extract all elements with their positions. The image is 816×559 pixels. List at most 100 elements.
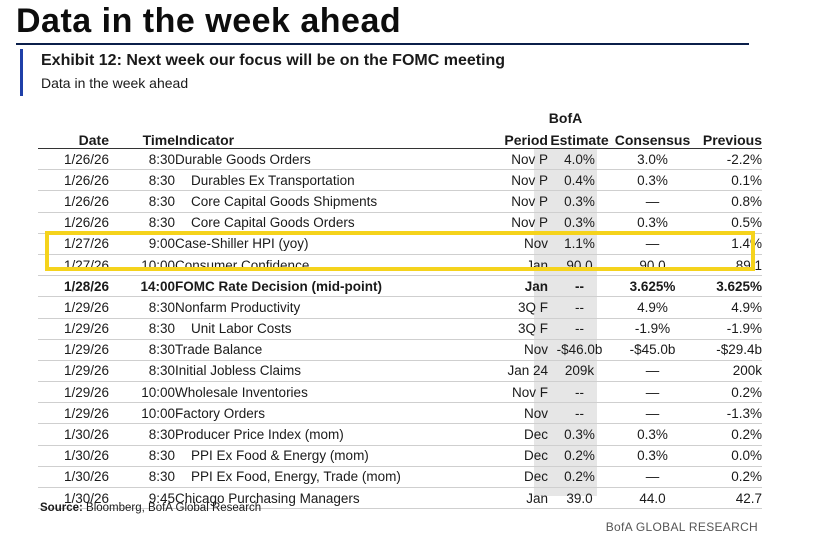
cell-time: 8:30 [109, 339, 175, 361]
table-row: 1/30/26 8:30 PPI Ex Food, Energy, Trade (m… [38, 466, 762, 489]
cell-previous: 0.2% [694, 423, 762, 446]
table-row: 1/30/26 8:30 Producer Price Index (mom) Dec… [38, 423, 762, 446]
cell-time: 8:30 [109, 169, 175, 192]
cell-period: Nov P [438, 190, 548, 213]
cell-period: Nov P [438, 169, 548, 192]
cell-date: 1/29/26 [38, 402, 109, 425]
cell-time: 8:30 [109, 423, 175, 446]
cell-estimate: 4.0% [548, 148, 611, 171]
cell-estimate: 0.3% [548, 212, 611, 234]
source-text: Bloomberg, BofA Global Research [82, 502, 262, 514]
cell-previous: -$29.4b [694, 339, 762, 361]
table-body: 1/26/26 8:30 Durable Goods Orders Nov P 4.0%… [38, 148, 762, 510]
indicator-label: Core Capital Goods Orders [191, 215, 355, 231]
table-row: 1/29/26 8:30 Initial Jobless Claims Jan 24 2… [38, 360, 762, 383]
cell-consensus: 0.3% [611, 445, 694, 467]
cell-date: 1/26/26 [38, 190, 109, 213]
exhibit-subtitle: Data in the week ahead [41, 75, 189, 91]
header-estimate: Estimate [548, 129, 611, 149]
header-previous: Previous [694, 129, 762, 149]
cell-previous: 0.2% [694, 381, 762, 404]
cell-estimate: -- [548, 318, 611, 340]
cell-consensus: 0.3% [611, 169, 694, 192]
cell-estimate: 0.3% [548, 423, 611, 446]
cell-period: 3Q F [438, 296, 548, 319]
table-row: 1/30/26 8:30 PPI Ex Food & Energy (mom) Dec… [38, 445, 762, 467]
table-row: 1/29/26 8:30 Trade Balance Nov -$46.0b -$45.0… [38, 339, 762, 361]
cell-indicator: PPI Ex Food & Energy (mom) [175, 445, 438, 467]
cell-consensus: — [611, 402, 694, 425]
cell-consensus: 0.3% [611, 423, 694, 446]
cell-estimate: 0.2% [548, 445, 611, 467]
cell-estimate: -- [548, 402, 611, 425]
table-row: 1/27/26 9:00 Case-Shiller HPI (yoy) Nov 1.1%… [38, 233, 762, 255]
table-row: 1/28/26 14:00 FOMC Rate Decision (mid-poin… [38, 275, 762, 298]
cell-time: 8:30 [109, 212, 175, 234]
cell-previous: -1.9% [694, 318, 762, 340]
cell-period: Nov [438, 339, 548, 361]
cell-date: 1/29/26 [38, 296, 109, 319]
table-row: 1/26/26 8:30 Durable Goods Orders Nov P 4.0%… [38, 148, 762, 171]
cell-indicator: FOMC Rate Decision (mid-point) [175, 275, 438, 298]
cell-date: 1/30/26 [38, 487, 109, 510]
cell-previous: 0.8% [694, 190, 762, 213]
cell-indicator: Factory Orders [175, 402, 438, 425]
cell-consensus: -1.9% [611, 318, 694, 340]
indicator-label: Durables Ex Transportation [191, 172, 355, 188]
table-row: 1/26/26 8:30 Core Capital Goods Orders Nov … [38, 212, 762, 234]
indicator-label: Unit Labor Costs [191, 321, 292, 337]
economic-calendar-table: Date Time Indicator Period Estimate Cons… [38, 129, 762, 510]
title-rule [16, 43, 749, 45]
cell-consensus: 3.0% [611, 148, 694, 171]
cell-time: 8:30 [109, 445, 175, 467]
cell-time: 8:30 [109, 466, 175, 489]
header-time: Time [109, 129, 175, 149]
cell-previous: -1.3% [694, 402, 762, 425]
cell-consensus: — [611, 381, 694, 404]
cell-period: Nov [438, 402, 548, 425]
cell-period: Nov [438, 233, 548, 255]
cell-estimate: 39.0 [548, 487, 611, 510]
cell-consensus: — [611, 360, 694, 383]
table-row: 1/26/26 8:30 Core Capital Goods Shipments N… [38, 190, 762, 213]
cell-time: 10:00 [109, 381, 175, 404]
cell-estimate: 1.1% [548, 233, 611, 255]
cell-time: 8:30 [109, 318, 175, 340]
brand-footer: BofA GLOBAL RESEARCH [605, 520, 758, 534]
cell-previous: 0.5% [694, 212, 762, 234]
cell-indicator: Trade Balance [175, 339, 438, 361]
source-note: Source: Bloomberg, BofA Global Research [40, 502, 261, 514]
cell-time: 14:00 [109, 275, 175, 298]
cell-period: Jan [438, 275, 548, 298]
header-date: Date [38, 129, 109, 149]
cell-date: 1/27/26 [38, 233, 109, 255]
page-title: Data in the week ahead [16, 2, 402, 40]
cell-period: Dec [438, 445, 548, 467]
table-row: 1/29/26 10:00 Wholesale Inventories Nov F --… [38, 381, 762, 404]
table-row: 1/29/26 8:30 Nonfarm Productivity 3Q F -- 4.9… [38, 296, 762, 319]
cell-time: 9:00 [109, 233, 175, 255]
cell-indicator: Case-Shiller HPI (yoy) [175, 233, 438, 255]
cell-indicator: Producer Price Index (mom) [175, 423, 438, 446]
cell-estimate: -- [548, 381, 611, 404]
cell-consensus: 4.9% [611, 296, 694, 319]
cell-indicator: Wholesale Inventories [175, 381, 438, 404]
cell-period: Dec [438, 423, 548, 446]
header-period: Period [438, 129, 548, 149]
bofa-header-label: BofA [548, 110, 583, 126]
header-indicator: Indicator [175, 129, 438, 149]
cell-previous: 200k [694, 360, 762, 383]
cell-previous: 42.7 [694, 487, 762, 510]
cell-consensus: — [611, 466, 694, 489]
cell-previous: 4.9% [694, 296, 762, 319]
cell-estimate: 209k [548, 360, 611, 383]
cell-consensus: — [611, 190, 694, 213]
cell-indicator: Chicago Purchasing Managers [175, 487, 438, 510]
table-row: 1/26/26 8:30 Durables Ex Transportation Nov… [38, 169, 762, 192]
indicator-label: PPI Ex Food & Energy (mom) [191, 448, 369, 464]
exhibit-title: Exhibit 12: Next week our focus will be … [41, 52, 506, 69]
source-label: Source: [40, 502, 83, 514]
highlight-box [45, 231, 755, 271]
cell-period: Nov P [438, 212, 548, 234]
cell-estimate: 0.2% [548, 466, 611, 489]
